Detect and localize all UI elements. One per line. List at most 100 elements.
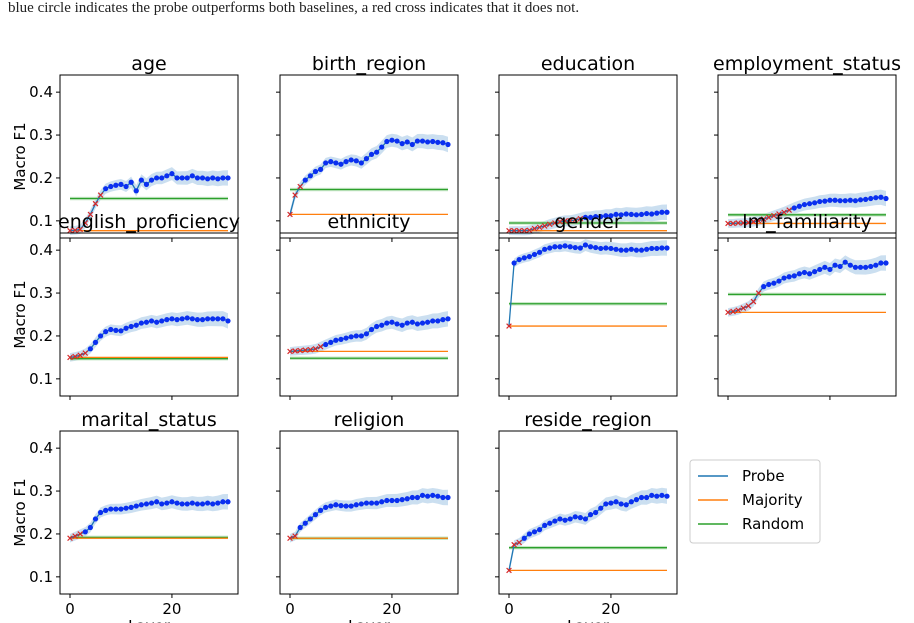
probe-point-win	[582, 242, 589, 248]
probe-point-win	[133, 503, 139, 509]
probe-point-win	[348, 157, 354, 163]
panel-frame	[279, 74, 459, 239]
probe-point-lose	[557, 218, 563, 225]
probe-point-win	[118, 506, 124, 512]
probe-point-win	[307, 516, 313, 522]
probe-point-win	[194, 175, 201, 181]
probe-point-win	[164, 317, 170, 323]
probe-point-lose	[745, 303, 752, 309]
probe-point-win	[873, 195, 879, 201]
probe-point-win	[613, 499, 619, 505]
probe-point-win	[92, 339, 99, 345]
probe-point-win	[419, 138, 426, 144]
probe-point-win	[613, 211, 619, 218]
panel-frame	[279, 430, 459, 595]
probe-point-win	[868, 195, 874, 202]
probe-point-lose	[516, 227, 523, 234]
probe-point-win	[847, 262, 853, 268]
probe-point-lose	[740, 305, 747, 311]
probe-point-win	[97, 509, 104, 516]
probe-confidence-band	[728, 255, 886, 317]
probe-point-win	[133, 322, 139, 328]
probe-point-win	[435, 493, 441, 499]
probe-point-win	[440, 140, 446, 146]
probe-point-win	[333, 502, 339, 508]
probe-point-win	[379, 322, 385, 328]
x-tick-label: 0	[65, 600, 75, 618]
panel-frame	[498, 74, 678, 239]
probe-point-win	[664, 245, 670, 251]
legend-label-majority: Majority	[742, 491, 803, 509]
probe-point-win	[445, 141, 451, 148]
probe-point-win	[562, 243, 568, 249]
x-axis-label: Layer	[567, 617, 610, 623]
probe-point-win	[603, 213, 609, 219]
probe-point-win	[531, 529, 538, 535]
probe-point-win	[169, 316, 175, 322]
probe-point-win	[567, 244, 573, 250]
probe-point-lose	[292, 192, 298, 198]
probe-point-win	[842, 198, 848, 204]
probe-point-win	[108, 326, 114, 333]
probe-point-win	[297, 524, 303, 531]
panel-title: gender	[554, 211, 622, 233]
probe-point-win	[806, 201, 813, 207]
probe-point-win	[577, 515, 583, 521]
panel-frame	[498, 232, 678, 397]
probe-point-win	[638, 494, 645, 501]
y-axis-label: Macro F1	[11, 280, 29, 348]
probe-point-win	[425, 139, 431, 145]
probe-point-win	[358, 160, 364, 166]
probe-point-win	[868, 263, 874, 270]
probe-point-win	[159, 175, 165, 181]
probe-point-win	[333, 160, 339, 166]
probe-point-win	[852, 198, 859, 204]
probe-point-win	[613, 246, 619, 252]
probe-point-win	[516, 256, 522, 263]
probe-point-win	[623, 502, 629, 508]
probe-point-win	[312, 168, 319, 175]
probe-point-lose	[312, 345, 319, 352]
probe-point-win	[618, 212, 624, 218]
probe-point-win	[189, 316, 195, 322]
probe-point-win	[526, 531, 532, 537]
probe-point-win	[312, 512, 319, 518]
probe-point-win	[154, 319, 160, 325]
probe-point-lose	[511, 227, 517, 234]
probe-point-win	[164, 500, 170, 506]
probe-point-win	[587, 244, 594, 250]
probe-point-win	[654, 210, 660, 216]
probe-point-lose	[82, 350, 89, 356]
probe-point-win	[644, 246, 650, 252]
probe-point-win	[603, 501, 609, 507]
probe-point-win	[547, 520, 553, 526]
probe-point-win	[169, 499, 175, 505]
probe-point-win	[143, 501, 150, 507]
probe-point-win	[113, 182, 119, 188]
probe-point-lose	[287, 535, 293, 542]
panel-title: lm_familiarity	[742, 211, 871, 233]
probe-point-win	[633, 247, 640, 253]
probe-point-lose	[72, 533, 78, 539]
probe-point-win	[307, 173, 313, 179]
probe-point-win	[430, 492, 436, 498]
probe-point-win	[215, 500, 221, 506]
y-tick-label: 0.1	[29, 212, 53, 230]
probe-point-win	[103, 507, 109, 513]
probe-point-win	[317, 166, 324, 172]
probe-point-lose	[725, 220, 731, 227]
panel-english-proficiency: english_proficiency 0.1 0.2 0.3 0.4 Macro F1	[11, 211, 240, 400]
probe-point-win	[394, 321, 400, 327]
panel-birth-region: birth_region	[276, 53, 459, 242]
probe-point-win	[199, 501, 206, 507]
probe-point-win	[644, 210, 650, 217]
probe-point-win	[302, 520, 308, 526]
probe-point-win	[425, 319, 431, 325]
probe-point-lose	[92, 200, 99, 207]
probe-point-win	[353, 502, 359, 508]
probe-point-win	[220, 499, 226, 505]
probe-point-win	[205, 500, 211, 506]
probe-point-win	[179, 316, 185, 322]
probe-point-win	[557, 244, 563, 250]
